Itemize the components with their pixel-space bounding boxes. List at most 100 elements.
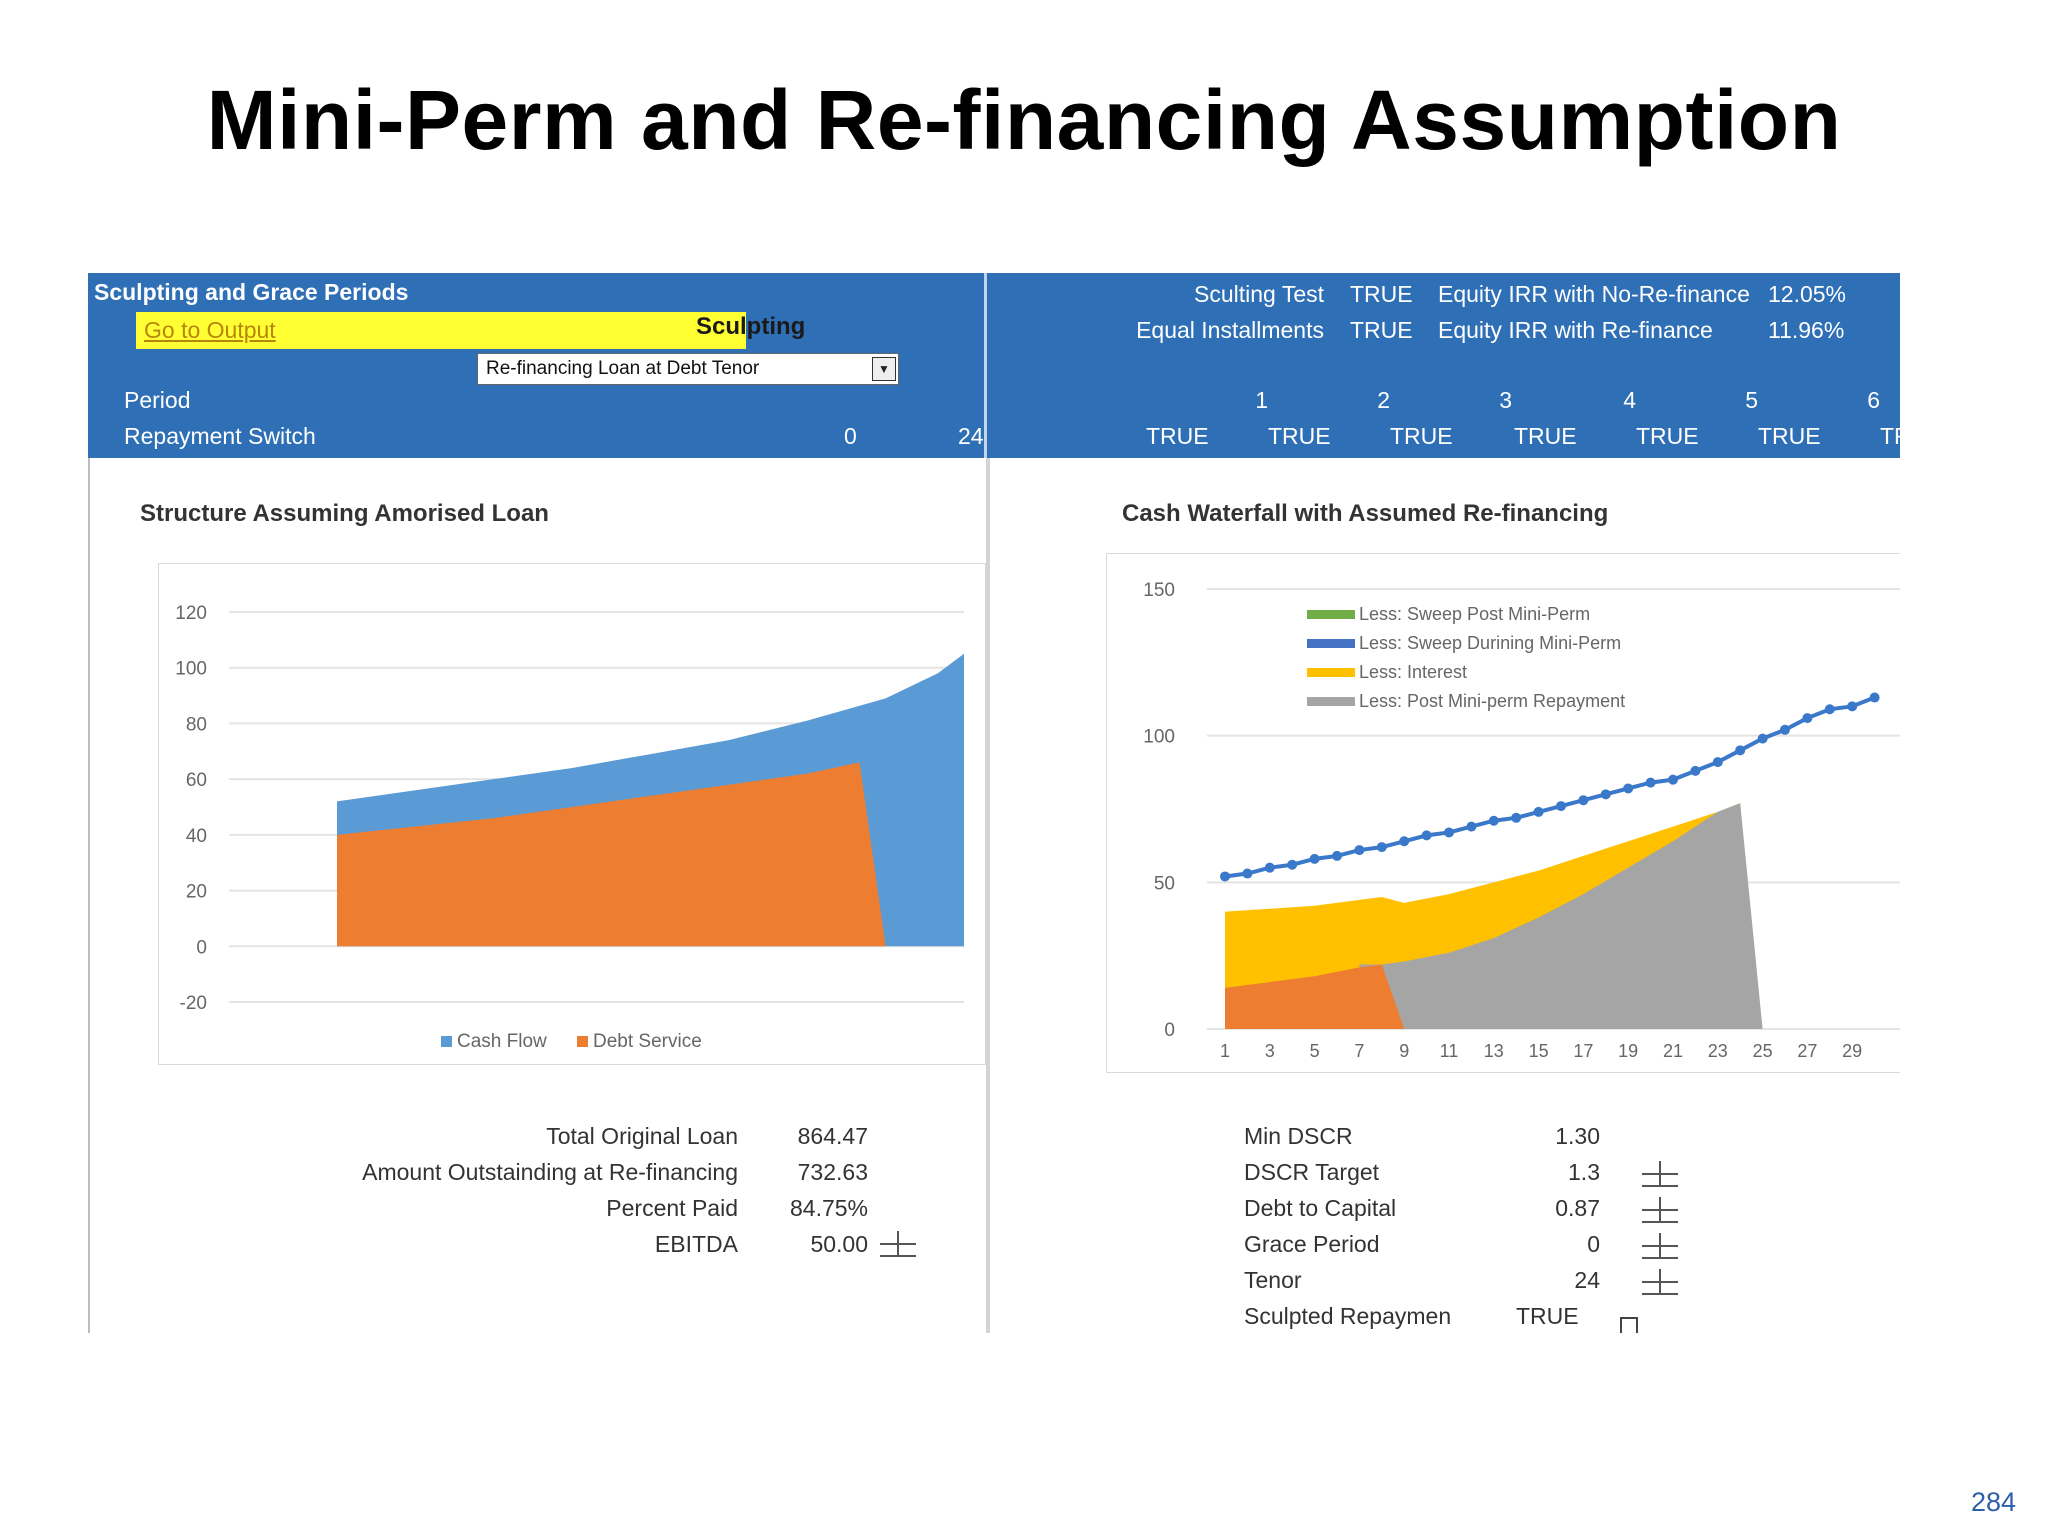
x-tick-label: 11: [1440, 1041, 1459, 1061]
x-tick-label: 9: [1399, 1041, 1409, 1061]
period-cell: 1: [1255, 387, 1268, 413]
panel-divider: [986, 458, 990, 1333]
irr-refi-label: Equity IRR with Re-finance: [1438, 317, 1713, 343]
y-tick-label: 0: [196, 937, 207, 958]
stat-value: 864.47: [797, 1123, 868, 1149]
sculpting-label: Sculpting: [696, 313, 806, 340]
stat-value: 732.63: [797, 1159, 868, 1185]
x-tick-label: 7: [1354, 1041, 1364, 1061]
cash-flow-point: [1376, 842, 1387, 853]
cash-flow-point: [1869, 692, 1880, 703]
legend-swatch: [577, 1036, 588, 1047]
panel-divider-top: [984, 273, 987, 458]
period-cell: 2: [1377, 387, 1390, 413]
repayment-switch-label: Repayment Switch: [124, 423, 316, 449]
switch-cell: TRUE: [1636, 423, 1699, 449]
x-tick-label: 17: [1573, 1041, 1593, 1061]
page-number: 284: [1970, 1487, 2016, 1517]
x-tick-label: 3: [1265, 1041, 1275, 1061]
y-tick-label: 50: [1154, 873, 1175, 894]
right-chart-frame: 150 100 50 0 1 3 5 7 9 11 13 15 17 19 21 23 25 27 29 Less: …: [1106, 553, 1900, 1073]
cash-flow-point: [1332, 850, 1342, 861]
sculpted-repayment-checkbox[interactable]: [1620, 1317, 1638, 1333]
cash-flow-point: [1645, 777, 1656, 788]
x-tick-label: 25: [1753, 1041, 1773, 1061]
y-tick-label: 100: [1143, 727, 1175, 748]
stat-label: Percent Paid: [606, 1195, 738, 1221]
x-tick-label: 21: [1663, 1041, 1683, 1061]
x-tick-label: 1: [1220, 1041, 1230, 1061]
goto-output-link[interactable]: Go to Output: [144, 317, 276, 343]
irr-no-refi-value: 12.05%: [1768, 281, 1847, 307]
cash-flow-line: [1224, 695, 1876, 879]
debt-service-area: [337, 762, 886, 947]
stat-label: Amount Outstainding at Re-financing: [362, 1159, 738, 1185]
tenor-spinner[interactable]: [1642, 1269, 1678, 1295]
refinancing-dropdown[interactable]: Re-financing Loan at Debt Tenor ▼: [477, 353, 899, 385]
cash-flow-point: [1421, 830, 1432, 841]
irr-no-refi-label: Equity IRR with No-Re-finance: [1438, 281, 1750, 307]
switch-cell: TRUE: [1146, 423, 1209, 449]
y-tick-label: 80: [186, 714, 207, 735]
sculpting-test-value: TRUE: [1350, 281, 1413, 307]
waterfall-area: [1359, 803, 1763, 1029]
period-cell: 6: [1867, 387, 1880, 413]
repayment-start: 0: [844, 423, 857, 449]
x-tick-label: 23: [1708, 1041, 1728, 1061]
sheet-left-edge: [88, 458, 90, 1333]
left-chart-frame: 120 100 80 60 40 20 0 -20 Cash Flow Debt Service: [158, 563, 986, 1065]
stat-label: Total Original Loan: [546, 1123, 738, 1149]
legend-label: Less: Sweep Post Mini-Perm: [1359, 604, 1590, 624]
switch-cell: TRUE: [1268, 423, 1331, 449]
y-tick-label: 100: [175, 659, 207, 680]
y-tick-label: -20: [180, 993, 207, 1014]
x-tick-label: 15: [1529, 1041, 1549, 1061]
left-chart: 120 100 80 60 40 20 0 -20 Cash Flow Debt Service: [175, 603, 964, 1052]
legend-label: Cash Flow: [457, 1031, 547, 1052]
stat-value: TRUE: [1516, 1303, 1579, 1329]
switch-cell: TR: [1880, 423, 1900, 449]
x-tick-label: 13: [1484, 1041, 1504, 1061]
stat-value: 1.30: [1555, 1123, 1600, 1149]
cash-flow-point: [1466, 821, 1477, 832]
cash-flow-point: [1511, 812, 1522, 823]
section-title: Sculpting and Grace Periods: [94, 279, 409, 305]
cash-flow-point: [1600, 789, 1611, 800]
stat-value: 50.00: [810, 1231, 868, 1257]
ebitda-spinner[interactable]: [880, 1231, 916, 1257]
legend-label: Less: Sweep Durining Mini-Perm: [1359, 633, 1621, 653]
stat-label: Debt to Capital: [1244, 1195, 1397, 1221]
period-cell: 4: [1623, 387, 1636, 413]
cash-flow-point: [1735, 745, 1746, 756]
dropdown-value: Re-financing Loan at Debt Tenor: [486, 358, 760, 379]
repayment-end: 24: [958, 423, 984, 449]
stat-value: 84.75%: [789, 1195, 868, 1221]
grace-period-spinner[interactable]: [1642, 1233, 1678, 1259]
cash-flow-point: [1712, 757, 1723, 768]
equal-installments-label: Equal Installments: [1136, 317, 1324, 343]
switch-cell: TRUE: [1514, 423, 1577, 449]
slide-title: Mini-Perm and Re-financing Assumption: [206, 73, 1842, 167]
stat-value: 0: [1587, 1231, 1600, 1257]
cash-flow-point: [1824, 704, 1835, 715]
legend-label: Debt Service: [593, 1031, 702, 1052]
debt-to-capital-spinner[interactable]: [1642, 1197, 1678, 1223]
cash-flow-point: [1533, 806, 1544, 817]
sculpting-test-label: Sculting Test: [1194, 281, 1324, 307]
cash-flow-point: [1757, 733, 1768, 744]
dscr-target-spinner[interactable]: [1642, 1161, 1678, 1187]
header-band: Sculpting and Grace Periods Go to Output…: [88, 273, 1900, 458]
dropdown-arrow-icon[interactable]: ▼: [872, 357, 896, 381]
y-tick-label: 40: [186, 826, 207, 847]
legend-swatch: [1307, 668, 1355, 677]
goto-output-button[interactable]: Go to Output: [136, 312, 746, 376]
legend-swatch: [1307, 639, 1355, 648]
legend-swatch: [441, 1036, 452, 1047]
cash-flow-point: [1847, 701, 1858, 712]
cash-flow-point: [1578, 795, 1589, 806]
cash-flow-point: [1488, 815, 1499, 826]
right-chart-title: Cash Waterfall with Assumed Re-financing: [1122, 500, 1609, 527]
stat-label: EBITDA: [654, 1231, 738, 1257]
legend-swatch: [1307, 610, 1355, 619]
